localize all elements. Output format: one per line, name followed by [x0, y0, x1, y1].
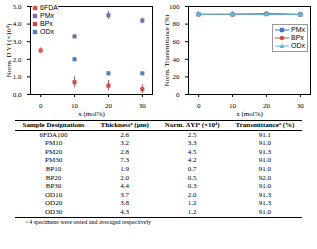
- svg-text:20: 20: [105, 102, 113, 110]
- html-text:6FDA100: 6FDA100: [39, 130, 68, 139]
- html-text:3.3: 3.3: [187, 139, 197, 148]
- html-text:4.3: 4.3: [120, 207, 130, 216]
- svg-text:4.0: 4.0: [13, 20, 22, 28]
- html-text:4.2: 4.2: [187, 156, 197, 165]
- html-text:2.0: 2.0: [120, 173, 130, 182]
- html-text:ODx: ODx: [291, 42, 305, 49]
- html-text:4.4: 4.4: [120, 182, 130, 191]
- html-text:BPx: BPx: [291, 34, 304, 41]
- html-text:0.3: 0.3: [187, 182, 197, 191]
- html-text:1.9: 1.9: [120, 165, 130, 173]
- html-text:91.0: 91.0: [258, 156, 272, 165]
- html-text:PM10: PM10: [45, 139, 63, 148]
- html-text:Norm. ΔYIᵃ (×10⁴): Norm. ΔYIᵃ (×10⁴): [164, 121, 220, 129]
- svg-text:3.0: 3.0: [13, 38, 22, 46]
- html-text:3.8: 3.8: [120, 199, 130, 208]
- svg-text:100: 100: [169, 3, 180, 11]
- html-text:ODx: ODx: [40, 28, 54, 35]
- svg-text:20: 20: [263, 102, 271, 110]
- html-text:Transmittanceᵃ (%): Transmittanceᵃ (%): [235, 121, 295, 129]
- html-text:91.0: 91.0: [258, 165, 272, 173]
- html-text:4.5: 4.5: [187, 147, 197, 156]
- html-text:BP20: BP20: [45, 173, 62, 182]
- html-text:OD20: OD20: [45, 199, 63, 208]
- html-text:91.3: 91.3: [258, 199, 272, 208]
- html-text:1.2: 1.2: [187, 207, 197, 216]
- svg-text:10: 10: [229, 102, 237, 111]
- svg-text:x (mol%): x (mol%): [236, 110, 263, 118]
- html-text:3.7: 3.7: [120, 190, 130, 199]
- html-text:7.3: 7.3: [120, 156, 130, 165]
- html-text:2.0: 2.0: [187, 190, 197, 199]
- html-text:2.5: 2.5: [187, 130, 197, 139]
- html-text:91.0: 91.0: [258, 182, 272, 191]
- svg-text:0: 0: [197, 102, 201, 110]
- svg-text:5.0: 5.0: [13, 3, 22, 11]
- svg-text:Norm. D YI (×10⁴): Norm. D YI (×10⁴): [5, 23, 13, 77]
- svg-text:0.0: 0.0: [13, 91, 22, 99]
- html-text:91.3: 91.3: [258, 190, 272, 199]
- html-text:91.3: 91.3: [258, 147, 272, 156]
- html-text:PMx: PMx: [40, 12, 54, 19]
- html-text:92.0: 92.0: [258, 173, 272, 182]
- html-text:BPx: BPx: [40, 20, 53, 27]
- svg-text:1.0: 1.0: [13, 73, 22, 81]
- html-text:BP10: BP10: [45, 165, 62, 173]
- html-text:3.2: 3.2: [120, 139, 130, 148]
- html-text:0.7: 0.7: [187, 165, 197, 173]
- svg-text:0: 0: [176, 91, 180, 99]
- html-text:91.1: 91.1: [258, 130, 272, 139]
- html-text:Thicknessᵃ (μm): Thicknessᵃ (μm): [100, 121, 149, 129]
- svg-text:2.0: 2.0: [13, 56, 22, 64]
- svg-text:30: 30: [297, 102, 305, 110]
- html-text:BP30: BP30: [45, 182, 62, 191]
- svg-text:x (mol%): x (mol%): [78, 110, 105, 118]
- html-text:OD10: OD10: [45, 190, 63, 199]
- svg-text:0: 0: [39, 102, 43, 110]
- html-text:1.2: 1.2: [187, 199, 197, 208]
- html-text:Sample Designations: Sample Designations: [22, 121, 85, 129]
- html-text:0.5: 0.5: [187, 173, 197, 182]
- html-text:ᵃ 4 specimens were tested and: ᵃ 4 specimens were tested and averaged r…: [26, 218, 152, 225]
- html-text:PM20: PM20: [45, 147, 63, 156]
- svg-text:40: 40: [173, 56, 181, 64]
- html-text:2.6: 2.6: [120, 130, 130, 139]
- html-text:91.0: 91.0: [258, 207, 272, 216]
- html-text:6FDA: 6FDA: [40, 4, 58, 11]
- svg-text:10: 10: [71, 102, 79, 111]
- html-text:PM30: PM30: [45, 156, 63, 165]
- svg-text:80: 80: [173, 20, 181, 28]
- html-text:91.0: 91.0: [258, 139, 272, 148]
- html-text:2.8: 2.8: [120, 147, 130, 156]
- svg-text:20: 20: [173, 73, 181, 81]
- svg-text:30: 30: [139, 102, 147, 110]
- html-text:PMx: PMx: [291, 26, 305, 33]
- svg-text:Norm. Transmittance (%): Norm. Transmittance (%): [163, 14, 171, 86]
- svg-text:60: 60: [173, 38, 181, 46]
- html-text:OD30: OD30: [45, 207, 63, 216]
